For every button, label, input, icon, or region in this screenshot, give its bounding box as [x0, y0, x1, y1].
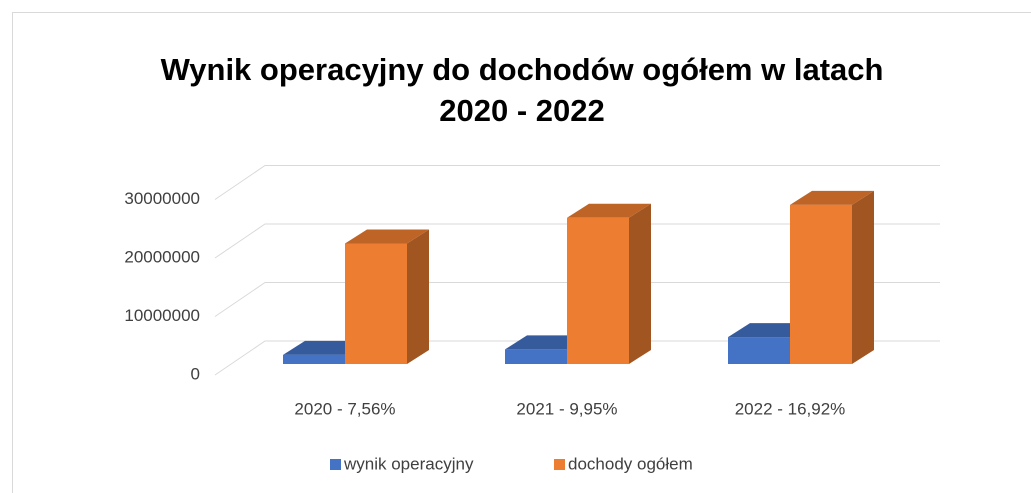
grid-line: [214, 223, 940, 259]
y-tick-label: 10000000: [124, 306, 200, 325]
chart-title: Wynik operacyjny do dochodów ogółem w la…: [161, 52, 884, 128]
bar: [505, 349, 567, 364]
legend-label: wynik operacyjny: [343, 454, 474, 473]
bar: [567, 217, 629, 364]
bar-side: [852, 190, 874, 364]
bar-top: [567, 203, 651, 218]
y-tick-label: 30000000: [124, 189, 200, 208]
legend-label: dochody ogółem: [568, 454, 693, 473]
bar: [345, 243, 407, 364]
y-tick-label: 20000000: [124, 247, 200, 266]
bar: [728, 337, 790, 364]
bar-top: [345, 229, 429, 244]
y-tick-label: 0: [191, 364, 200, 383]
x-tick-label: 2020 - 7,56%: [294, 399, 395, 418]
bar-side: [407, 229, 429, 364]
grid-line: [214, 282, 940, 317]
grid-line: [214, 165, 940, 200]
bar: [790, 204, 852, 364]
legend-swatch: [554, 459, 565, 470]
bar-side: [629, 203, 651, 364]
legend-swatch: [330, 459, 341, 470]
grid-line: [214, 340, 940, 376]
bar-top: [790, 190, 874, 205]
x-tick-label: 2021 - 9,95%: [516, 399, 617, 418]
x-tick-label: 2022 - 16,92%: [735, 399, 846, 418]
bar: [283, 354, 345, 364]
